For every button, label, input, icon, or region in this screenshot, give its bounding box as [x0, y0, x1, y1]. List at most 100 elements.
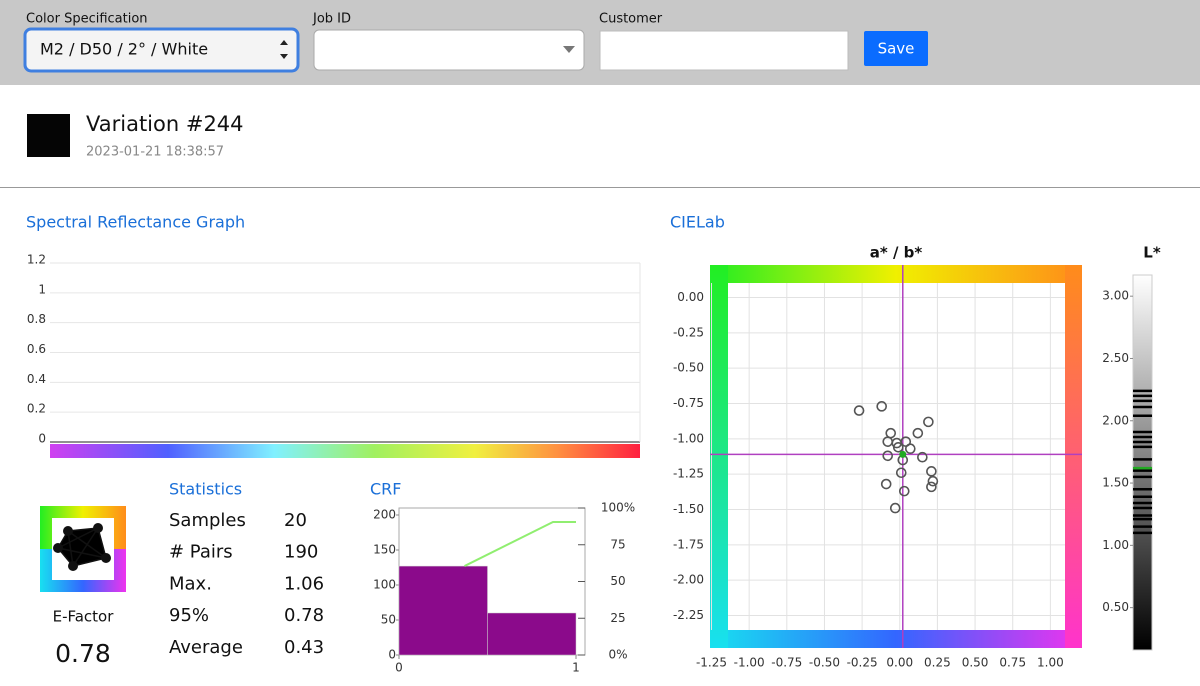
x-tick-label: -0.25	[847, 656, 878, 670]
field-label: Customer	[599, 12, 663, 27]
stat-label: # Pairs	[169, 542, 233, 563]
y-tick-label: 1.2	[27, 253, 46, 267]
y-tick-label: 0.8	[27, 312, 46, 326]
timestamp: 2023-01-21 18:38:57	[86, 145, 224, 160]
sample-point	[876, 401, 887, 412]
y-tick-label: 0.00	[677, 290, 704, 304]
x-tick-label: 0.75	[999, 656, 1026, 670]
section-title: Statistics	[169, 480, 242, 499]
x-tick-label: -1.25	[696, 656, 727, 670]
stat-value: 0.43	[284, 637, 324, 658]
sample-point	[889, 502, 901, 514]
y2-tick-label: 75	[610, 537, 625, 551]
variation-title: Variation #244	[86, 112, 244, 136]
x-tick-label: 1.00	[1037, 656, 1064, 670]
sample-point	[880, 478, 892, 490]
sample-point	[853, 405, 865, 416]
sample-point	[927, 475, 939, 487]
y-tick-label: 100	[373, 578, 396, 592]
y-tick-label: 1	[38, 282, 46, 296]
ab-title: a* / b*	[870, 244, 923, 262]
section-title: CRF	[370, 480, 402, 499]
y-tick-label: -0.75	[673, 396, 704, 410]
y-tick-label: -2.25	[673, 608, 704, 622]
section-title: Spectral Reflectance Graph	[26, 213, 245, 232]
save-label: Save	[878, 40, 915, 58]
x-tick-label: -0.75	[771, 656, 802, 670]
y-tick-label: 1.00	[1102, 538, 1129, 552]
crf-line	[464, 520, 576, 567]
y-tick-label: 2.50	[1102, 351, 1129, 365]
sample-point	[892, 442, 904, 453]
save-button[interactable]	[864, 31, 928, 66]
y-tick-label: 0	[388, 648, 396, 662]
stat-label: Max.	[169, 573, 212, 594]
ab-frame	[710, 265, 1082, 648]
y-tick-label: 150	[373, 543, 396, 557]
bar	[487, 612, 577, 656]
stat-label: 95%	[169, 605, 209, 626]
y-tick-label: 0.2	[27, 402, 46, 416]
y-tick-label: 0.4	[27, 372, 46, 386]
sample-point	[895, 467, 907, 479]
y-tick-label: 50	[381, 613, 396, 627]
y-tick-label: 0.6	[27, 342, 46, 356]
sample-point	[882, 450, 894, 462]
color-spec-select[interactable]	[23, 27, 300, 73]
sample-point	[926, 481, 937, 493]
y-tick-label: 200	[373, 508, 396, 522]
sample-point	[905, 443, 916, 455]
customer-input[interactable]	[599, 30, 849, 71]
field-label: Job ID	[312, 12, 351, 27]
mean-point	[899, 450, 907, 458]
l-bar	[1132, 274, 1153, 651]
select-arrows	[280, 40, 288, 59]
section-title: CIELab	[670, 213, 725, 232]
e-factor-label: E-Factor	[53, 608, 115, 626]
y2-tick-label: 100%	[601, 501, 635, 515]
select-value: M2 / D50 / 2° / White	[40, 40, 208, 59]
stat-value: 190	[284, 542, 318, 563]
y-tick-label: -0.25	[673, 325, 704, 339]
y-tick-label: 0	[38, 432, 46, 446]
e-factor-icon	[40, 506, 126, 592]
y-tick-label: 0.50	[1102, 600, 1129, 614]
e-factor-value: 0.78	[55, 639, 111, 668]
y-tick-label: -1.75	[673, 537, 704, 551]
stat-label: Average	[169, 637, 243, 658]
y-tick-label: -0.50	[673, 361, 704, 375]
y-tick-label: -1.00	[673, 431, 704, 445]
job-id-select[interactable]	[313, 29, 585, 71]
l-title: L*	[1143, 244, 1161, 262]
y-tick-label: 3.00	[1102, 289, 1129, 303]
y-tick-label: -1.25	[673, 467, 704, 481]
stat-value: 1.06	[284, 573, 324, 594]
x-tick-label: 0.00	[886, 656, 913, 670]
x-tick-label: -1.00	[734, 656, 765, 670]
sample-point	[923, 416, 934, 428]
stat-label: Samples	[169, 510, 246, 531]
sample-point	[912, 427, 924, 439]
x-tick-label: 0	[395, 661, 403, 675]
sample-point	[926, 466, 937, 477]
y2-tick-label: 25	[610, 611, 625, 625]
stat-value: 20	[284, 510, 307, 531]
y2-tick-label: 0%	[608, 648, 627, 662]
spectrum-bar	[50, 444, 640, 458]
x-tick-label: 0.50	[962, 656, 989, 670]
field-label: Color Specification	[26, 12, 148, 27]
y-tick-label: -1.50	[673, 502, 704, 516]
dropdown-arrow	[563, 46, 575, 53]
x-tick-label: -0.50	[809, 656, 840, 670]
stat-value: 0.78	[284, 605, 324, 626]
x-tick-label: 0.25	[924, 656, 951, 670]
x-tick-label: 1	[572, 661, 580, 675]
y2-tick-label: 50	[610, 574, 625, 588]
bar	[398, 565, 488, 656]
y-tick-label: 1.50	[1102, 476, 1129, 490]
color-swatch	[27, 114, 70, 157]
sample-point	[898, 485, 910, 497]
y-tick-label: 2.00	[1102, 413, 1129, 427]
y-tick-label: -2.00	[673, 573, 704, 587]
